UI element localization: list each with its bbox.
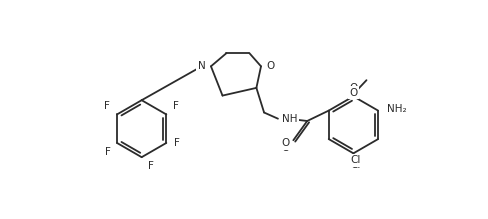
Text: O: O xyxy=(348,88,357,97)
Text: O: O xyxy=(266,61,274,71)
Text: N: N xyxy=(198,61,205,71)
Text: F: F xyxy=(174,138,180,148)
Text: O: O xyxy=(281,138,289,148)
Text: N: N xyxy=(198,61,205,71)
Text: NH₂: NH₂ xyxy=(386,104,406,114)
Text: N: N xyxy=(198,61,205,71)
Text: F: F xyxy=(147,161,153,171)
Text: F: F xyxy=(105,147,111,157)
Text: O: O xyxy=(348,83,357,92)
Text: Cl: Cl xyxy=(350,160,360,170)
Text: F: F xyxy=(104,101,110,111)
Text: Cl: Cl xyxy=(350,155,360,165)
Text: O: O xyxy=(266,61,274,71)
Text: O: O xyxy=(266,61,274,71)
Text: O: O xyxy=(281,143,289,153)
Text: NH: NH xyxy=(281,114,297,124)
Text: NH₂: NH₂ xyxy=(386,104,406,114)
Text: NH: NH xyxy=(281,114,297,124)
Text: F: F xyxy=(173,101,179,111)
